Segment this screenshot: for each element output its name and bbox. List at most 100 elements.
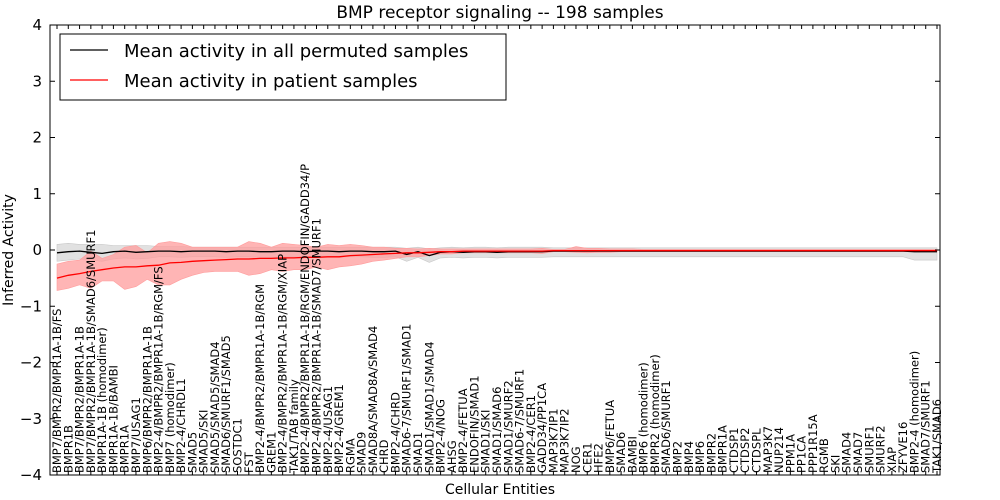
x-tick-label: BMPR2	[704, 433, 718, 473]
x-tick-label: PPM1A	[783, 434, 797, 473]
x-tick-label: BMPR1A	[716, 425, 730, 473]
x-tick-label: BMP7/USAG1	[129, 397, 143, 473]
x-tick-label: BMPR2 (homodimer)	[648, 354, 662, 473]
x-tick-label: BMP2-4/NOG	[434, 399, 448, 473]
x-tick-label: BMPR1A-1B/BAMBI	[106, 365, 120, 473]
legend: Mean activity in all permuted samples Me…	[59, 33, 507, 101]
x-tick-label: BMP6	[693, 441, 707, 473]
y-tick-label: −1	[20, 297, 42, 315]
y-tick-label: −2	[20, 354, 42, 372]
x-tick-label: BMP7/BMPR2/BMPR1A-1B	[73, 326, 87, 473]
legend-label-patient: Mean activity in patient samples	[124, 71, 418, 92]
plot-area	[56, 241, 938, 291]
x-tick-label: RGMA	[343, 438, 357, 473]
x-tick-label: BMPR1A-1B (homodimer)	[95, 327, 109, 473]
y-tick-label: 4	[32, 16, 42, 34]
x-tick-label: SMAD7/SMURF1	[919, 380, 933, 473]
x-tick-label: CER1	[580, 442, 594, 473]
x-tick-label: BMP2-4/FETUA	[456, 388, 470, 473]
x-tick-label: BMP2-4/BMPR2/BMPR1A-1B/RGM/ENDOFIN/GADD3…	[298, 164, 312, 473]
x-tick-label: BMP2-4/CER1	[524, 395, 538, 473]
x-tick-label: BMP4	[682, 441, 696, 473]
y-tick-label: 2	[32, 129, 42, 147]
y-tick-label: 3	[32, 72, 42, 90]
x-tick-label: BMP2	[671, 441, 685, 473]
legend-box	[59, 33, 507, 101]
x-tick-label: BMP2-4/BMPR2/BMPR1A-1B/RGM/FS	[152, 266, 166, 473]
x-tick-label: BMP7 (homodimer)	[163, 362, 177, 473]
x-tick-label: BMP2-4/CHRD	[388, 392, 402, 473]
x-tick-label: SOSTDC1	[231, 418, 245, 473]
x-tick-label: BMP6/FETUA	[603, 400, 617, 473]
x-tick-label: SMAD6-7/SMURF1	[513, 369, 527, 473]
x-tick-label: BMP2-4 (homodimer)	[907, 351, 921, 473]
x-tick-label: SKI	[828, 455, 842, 473]
x-tick-label: SMAD1/SMURF2	[501, 380, 515, 473]
x-tick-label: AHSG	[445, 440, 459, 473]
x-tick-label: GREM1	[264, 432, 278, 473]
y-tick-label: −3	[20, 410, 42, 428]
x-tick-label: SMAD9	[355, 432, 369, 473]
series-line-patient	[56, 249, 937, 279]
x-tick-label: BMP6 (homodimer)	[637, 362, 651, 473]
x-axis: BMP7/BMPR2/BMPR1A-1B/FSBMPR1BBMP7/BMPR2/…	[50, 25, 944, 475]
x-tick-label: BMP2-4/USAG1	[321, 386, 335, 473]
x-tick-label: SMAD1/SMAD6	[490, 387, 504, 473]
x-tick-label: CTDSP1	[727, 428, 741, 473]
x-tick-label: BMP2-4/GREM1	[332, 384, 346, 473]
x-tick-label: TAK1/SMAD6	[930, 399, 944, 474]
x-tick-label: NOG	[569, 446, 583, 473]
x-tick-label: SMAD6	[614, 432, 628, 473]
x-tick-label: MAP3K7IP1	[546, 408, 560, 473]
x-tick-label: BMPR1A	[118, 425, 132, 473]
x-tick-label: GADD34/PP1CA	[535, 383, 549, 473]
x-tick-label: HFE2	[592, 443, 606, 473]
x-tick-label: NUP214	[772, 427, 786, 473]
x-tick-label: SMURF2	[874, 425, 888, 473]
y-axis-label: Inferred Activity	[1, 194, 17, 306]
x-tick-label: SMAD4	[840, 432, 854, 473]
x-tick-label: BMP2-4/CHRDL1	[174, 378, 188, 473]
x-tick-label: TAK1/TAB family	[287, 379, 301, 474]
x-tick-label: SMAD5/SKI	[197, 410, 211, 473]
x-tick-label: RGMB	[817, 438, 831, 473]
x-tick-label: SMAD1/SKI	[479, 410, 493, 473]
x-tick-label: SMURF1	[862, 425, 876, 473]
x-tick-label: SMAD5/SMAD5/SMAD4	[208, 341, 222, 473]
x-tick-label: MAP3K7IP2	[558, 408, 572, 473]
x-tick-label: CTDSPL	[749, 428, 763, 473]
legend-label-permuted: Mean activity in all permuted samples	[124, 41, 468, 62]
x-tick-label: SMAD6/SMURF1/SMAD5	[219, 335, 233, 473]
x-tick-label: MAP3K7	[761, 426, 775, 473]
x-tick-label: SMAD1	[411, 432, 425, 473]
x-tick-label: SMAD1/SMAD1/SMAD4	[422, 341, 436, 473]
x-tick-label: SMAD8A/SMAD8A/SMAD4	[366, 326, 380, 473]
x-tick-label: BMP2-4/BMPR2/BMPR1A-1B/RGM	[253, 284, 267, 473]
y-tick-label: 1	[32, 185, 42, 203]
x-tick-label: SMAD6/SMURF1	[659, 380, 673, 473]
x-tick-label: PPP1R15A	[806, 414, 820, 473]
x-tick-label: CTDSP2	[738, 428, 752, 473]
x-tick-label: SMAD7	[851, 432, 865, 473]
x-tick-label: SMAD5	[185, 432, 199, 473]
x-tick-label: SMAD6-7/SMURF1/SMAD1	[400, 324, 414, 473]
x-tick-label: BMPR1B	[61, 425, 75, 473]
y-tick-label: 0	[32, 241, 42, 259]
x-tick-label: BMP7/BMPR2/BMPR1A-1B/SMAD6/SMURF1	[84, 230, 98, 473]
y-axis: 4 3 2 1 0 −1 −2 −3 −4	[20, 16, 940, 484]
x-tick-label: XIAP	[885, 447, 899, 473]
x-tick-label: FST	[242, 451, 256, 473]
x-tick-label: CHRD	[377, 439, 391, 473]
x-tick-label: ZFYVE16	[896, 422, 910, 473]
x-tick-label: PP1CA	[795, 436, 809, 473]
x-tick-label: BMP6/BMPR2/BMPR1A-1B	[140, 326, 154, 473]
x-tick-label: ENDOFIN/SMAD1	[467, 375, 481, 473]
x-tick-label: BAMBI	[625, 436, 639, 473]
x-tick-label: BMP2-4/BMPR2/BMPR1A-1B/RGM/XIAP	[276, 254, 290, 473]
x-tick-label: BMP2-4/BMPR2/BMPR1A-1B/SMAD7/SMURF1	[309, 218, 323, 473]
chart-title: BMP receptor signaling -- 198 samples	[336, 3, 663, 23]
x-tick-label: BMP7/BMPR2/BMPR1A-1B/FS	[50, 309, 64, 473]
y-tick-label: −4	[20, 466, 42, 484]
x-axis-label: Cellular Entities	[445, 482, 555, 498]
